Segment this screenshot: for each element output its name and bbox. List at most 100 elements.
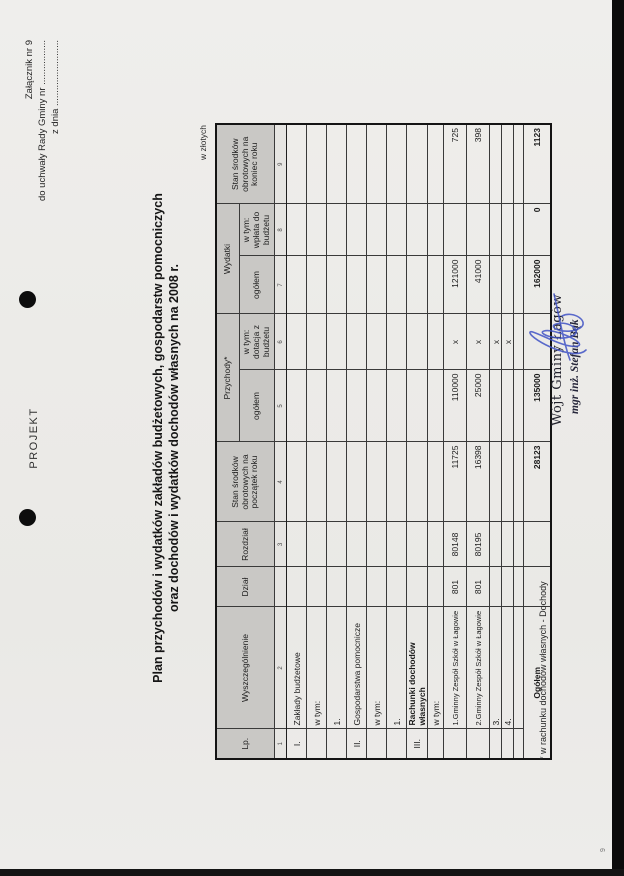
- cell-wydatki-wplata: [406, 204, 428, 256]
- cell-start: [489, 442, 502, 522]
- cell-lp: [306, 729, 327, 759]
- cell-name: Rachunki dochodów własnych: [406, 607, 428, 729]
- cell-przychody-ogolem: [513, 370, 524, 442]
- cell-rozdzial: [286, 522, 307, 567]
- cell-przychody-dotacja: x: [466, 314, 490, 370]
- cell-przychody-ogolem: [286, 370, 307, 442]
- total-przychody-ogolem: 135000: [523, 370, 551, 442]
- cell-lp: I.: [286, 729, 307, 759]
- table-row: I. Zakłady budżetowe: [286, 124, 307, 759]
- cell-przychody-ogolem: 110000: [443, 370, 467, 442]
- cell-przychody-dotacja: x: [489, 314, 502, 370]
- cell-name: w tym:: [306, 607, 327, 729]
- cell-wydatki-ogolem: [306, 256, 327, 314]
- budget-plan-table: Lp. Wyszczególnienie Dział Rozdział Stan…: [215, 123, 552, 760]
- cell-wydatki-wplata: [286, 204, 307, 256]
- cell-name: [513, 607, 524, 729]
- cell-przychody-ogolem: [489, 370, 502, 442]
- cell-end: [501, 124, 514, 204]
- cell-start: 11725: [443, 442, 467, 522]
- cell-wydatki-wplata: [513, 204, 524, 256]
- cell-dzial: 801: [443, 567, 467, 607]
- cell-przychody-ogolem: [366, 370, 387, 442]
- cell-name: 1.Gminny Zespół Szkół w Łagowie: [443, 607, 467, 729]
- cell-rozdzial: [427, 522, 444, 567]
- annex-corner-note: Załącznik nr 9 do uchwały Rady Gminy nr …: [24, 40, 62, 201]
- header-dzial: Dział: [216, 567, 275, 607]
- cell-wydatki-ogolem: [386, 256, 407, 314]
- header-wydatki: Wydatki: [216, 204, 240, 314]
- cell-lp: II.: [346, 729, 367, 759]
- cell-przychody-dotacja: [326, 314, 347, 370]
- cell-przychody-dotacja: x: [501, 314, 514, 370]
- cell-przychody-ogolem: [427, 370, 444, 442]
- cell-wydatki-wplata: [346, 204, 367, 256]
- cell-dzial: [501, 567, 514, 607]
- table-row: II. Gospodarstwa pomocnicze: [346, 124, 367, 759]
- scan-edge-bottom: [0, 869, 624, 876]
- cell-przychody-dotacja: [286, 314, 307, 370]
- cell-end: [306, 124, 327, 204]
- header-wydatki-ogolem: ogółem: [239, 256, 275, 314]
- scan-edge-right: [612, 0, 624, 876]
- cell-wydatki-wplata: [466, 204, 490, 256]
- title-line-1: Plan przychodów i wydatków zakładów budż…: [151, 193, 165, 683]
- cell-start: [406, 442, 428, 522]
- cell-name: 4.: [501, 607, 514, 729]
- header-rozdzial: Rozdział: [216, 522, 275, 567]
- cell-name: w tym:: [427, 607, 444, 729]
- cell-przychody-ogolem: [406, 370, 428, 442]
- cell-przychody-dotacja: [346, 314, 367, 370]
- cell-dzial: [386, 567, 407, 607]
- table-row: III. Rachunki dochodów własnych: [406, 124, 428, 759]
- table-row: 3. x: [489, 124, 502, 759]
- table-row: 1.: [386, 124, 407, 759]
- cell-end: [489, 124, 502, 204]
- cell-start: [286, 442, 307, 522]
- cell-wydatki-wplata: [366, 204, 387, 256]
- column-numbers-row: 1 2 3 4 5 6 7 8 9: [274, 124, 287, 759]
- cell-start: [501, 442, 514, 522]
- cell-przychody-ogolem: [346, 370, 367, 442]
- hole-punch-icon: [19, 291, 36, 308]
- cell-rozdzial: [406, 522, 428, 567]
- cell-wydatki-ogolem: [489, 256, 502, 314]
- cell-dzial: [286, 567, 307, 607]
- document-title: Plan przychodów i wydatków zakładów budż…: [150, 0, 183, 876]
- table-header: Lp. Wyszczególnienie Dział Rozdział Stan…: [216, 124, 275, 759]
- table-row: w tym:: [427, 124, 444, 759]
- cell-end: [386, 124, 407, 204]
- cell-lp: [489, 729, 502, 759]
- cell-end: [406, 124, 428, 204]
- col-num: 5: [274, 370, 287, 442]
- cell-start: [513, 442, 524, 522]
- cell-przychody-dotacja: [513, 314, 524, 370]
- header-wydatki-wplata: w tym: wpłata do budżetu: [239, 204, 275, 256]
- total-przychody-dotacja: [523, 314, 551, 370]
- cell-przychody-dotacja: [427, 314, 444, 370]
- col-num: [274, 567, 287, 607]
- cell-lp: [443, 729, 467, 759]
- projekt-watermark: PROJEKT: [28, 407, 40, 469]
- header-wyszczegolnienie: Wyszczególnienie: [216, 607, 275, 729]
- cell-wydatki-wplata: [443, 204, 467, 256]
- cell-rozdzial: [386, 522, 407, 567]
- cell-end: [286, 124, 307, 204]
- cell-przychody-ogolem: 25000: [466, 370, 490, 442]
- cell-name: 1.: [386, 607, 407, 729]
- cell-lp: [386, 729, 407, 759]
- table-row: 2.Gminny Zespół Szkół w Łagowie 801 8019…: [466, 124, 490, 759]
- cell-lp: [466, 729, 490, 759]
- cell-wydatki-ogolem: [513, 256, 524, 314]
- cell-rozdzial: [501, 522, 514, 567]
- table-row: 1.Gminny Zespół Szkół w Łagowie 801 8014…: [443, 124, 467, 759]
- cell-przychody-dotacja: [366, 314, 387, 370]
- col-num: 1: [274, 729, 287, 759]
- cell-wydatki-ogolem: [326, 256, 347, 314]
- cell-end: [346, 124, 367, 204]
- table-row: 1.: [326, 124, 347, 759]
- cell-wydatki-wplata: [427, 204, 444, 256]
- cell-wydatki-ogolem: 121000: [443, 256, 467, 314]
- col-num: 7: [274, 256, 287, 314]
